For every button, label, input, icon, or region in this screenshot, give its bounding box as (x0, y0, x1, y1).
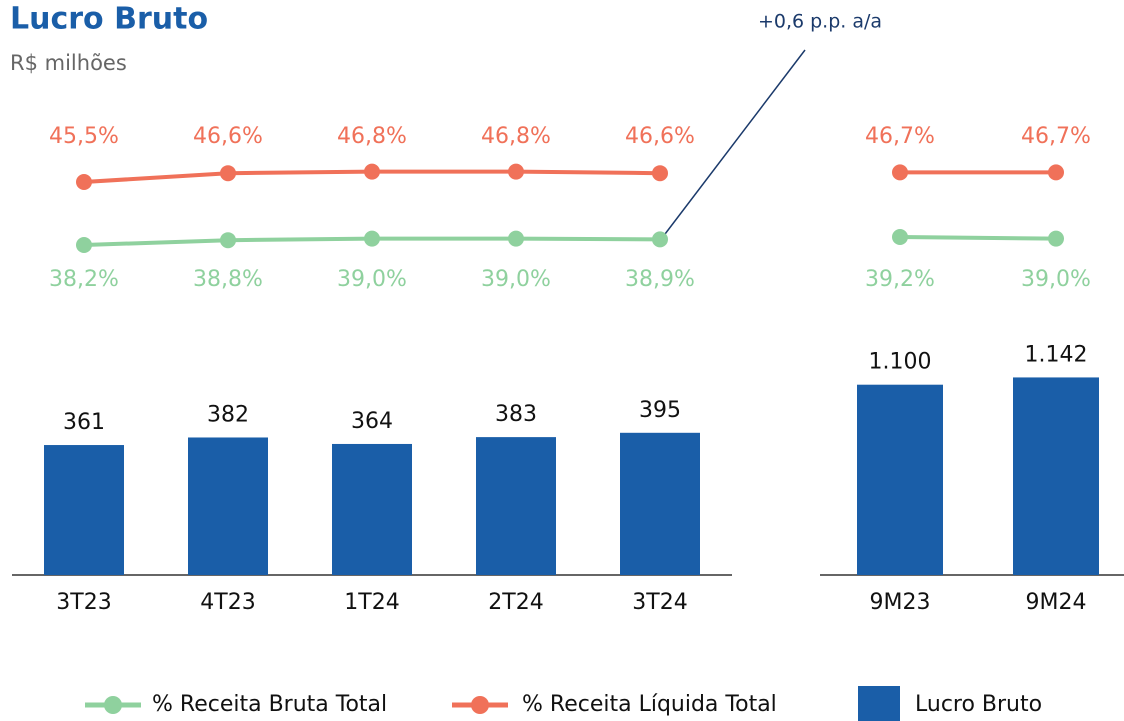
line-label: 38,8% (193, 267, 263, 292)
bar (620, 432, 700, 575)
line-point (508, 163, 524, 180)
legend-label: % Receita Bruta Total (152, 692, 387, 717)
x-tick-label: 2T24 (488, 590, 543, 615)
x-tick-label: 9M23 (870, 590, 931, 615)
bar-label: 383 (495, 402, 537, 427)
legend-marker (104, 696, 122, 714)
bar (1013, 377, 1099, 575)
bar-label: 364 (351, 409, 393, 434)
bar (44, 445, 124, 575)
bar (188, 437, 268, 575)
legend-marker (471, 696, 489, 714)
x-tick-label: 4T23 (200, 590, 255, 615)
bar (476, 437, 556, 575)
annotation: +0,6 p.p. a/a (758, 11, 882, 33)
line-label: 45,5% (49, 124, 119, 149)
x-tick-label: 3T24 (632, 590, 687, 615)
chart-subtitle: R$ milhões (10, 51, 127, 75)
line-label: 39,2% (865, 267, 935, 292)
line-label: 46,6% (193, 124, 263, 149)
bar-label: 1.100 (869, 350, 932, 375)
line-point (220, 165, 236, 182)
line-point (892, 229, 908, 245)
line-label: 39,0% (1021, 267, 1091, 292)
line-label: 39,0% (337, 267, 407, 292)
bar-label: 1.142 (1025, 342, 1088, 367)
line-label: 46,8% (337, 124, 407, 149)
bar (857, 384, 943, 575)
line-point (508, 230, 524, 247)
line-point (220, 232, 236, 249)
line (899, 235, 1057, 241)
legend-label: Lucro Bruto (915, 692, 1042, 717)
bar-label: 395 (639, 398, 681, 423)
x-tick-label: 1T24 (344, 590, 399, 615)
legend-swatch (858, 686, 900, 721)
line-point (76, 237, 92, 253)
line-label: 46,7% (1021, 124, 1091, 149)
line-point (76, 174, 92, 190)
bar-label: 361 (63, 410, 105, 435)
x-tick-label: 9M24 (1026, 590, 1087, 615)
line-point (1048, 230, 1064, 247)
x-tick-label: 3T23 (56, 590, 111, 615)
line-point (364, 230, 380, 247)
line-label: 38,9% (625, 267, 695, 292)
bar (332, 443, 412, 575)
line-point (652, 165, 668, 182)
line-label: 46,7% (865, 124, 935, 149)
bar-label: 382 (207, 402, 249, 427)
chart-title: Lucro Bruto (10, 2, 208, 37)
line-point (892, 164, 908, 181)
line-label: 46,8% (481, 124, 551, 149)
line-point (652, 231, 668, 248)
annotation-line (661, 49, 806, 239)
line-label: 38,2% (49, 267, 119, 292)
line-point (1048, 164, 1064, 181)
line-label: 39,0% (481, 267, 551, 292)
legend-label: % Receita Líquida Total (522, 692, 777, 717)
line-label: 46,6% (625, 124, 695, 149)
line-point (364, 163, 380, 180)
